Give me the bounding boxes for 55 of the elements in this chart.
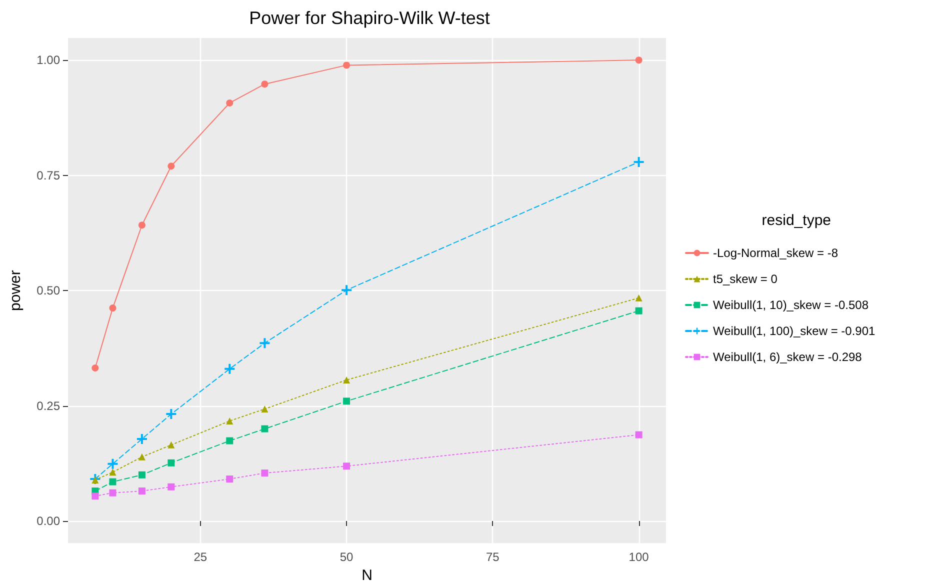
point bbox=[92, 492, 99, 500]
point bbox=[109, 468, 116, 476]
chart-title: Power for Shapiro-Wilk W-test bbox=[249, 8, 490, 28]
point bbox=[136, 434, 147, 444]
point bbox=[261, 80, 268, 88]
legend-label: Weibull(1, 10)_skew = -0.508 bbox=[713, 298, 869, 312]
point bbox=[342, 285, 352, 296]
legend-label: Weibull(1, 6)_skew = -0.298 bbox=[713, 350, 862, 364]
point bbox=[166, 409, 176, 420]
point bbox=[168, 483, 175, 490]
point bbox=[109, 304, 116, 312]
point bbox=[635, 294, 642, 302]
point bbox=[168, 459, 175, 466]
legend-label: -Log-Normal_skew = -8 bbox=[713, 246, 838, 260]
y-axis-title: power bbox=[7, 270, 24, 311]
point bbox=[261, 470, 268, 477]
point bbox=[634, 156, 644, 167]
point bbox=[343, 462, 350, 470]
point bbox=[226, 476, 234, 483]
point bbox=[343, 62, 350, 69]
point bbox=[138, 453, 146, 460]
point bbox=[109, 489, 116, 496]
legend-label: t5_skew = 0 bbox=[713, 272, 778, 286]
point bbox=[343, 398, 350, 405]
point bbox=[168, 441, 175, 448]
point bbox=[635, 431, 642, 438]
point bbox=[261, 425, 268, 432]
x-tick-label: 25 bbox=[194, 550, 208, 564]
point bbox=[343, 376, 350, 384]
point bbox=[635, 307, 642, 314]
point bbox=[261, 405, 268, 412]
y-tick-label: 0.50 bbox=[36, 284, 60, 298]
point bbox=[226, 437, 234, 444]
point bbox=[92, 364, 99, 372]
x-tick-label: 100 bbox=[628, 550, 650, 564]
x-axis-title: N bbox=[362, 567, 372, 584]
point bbox=[226, 99, 234, 106]
y-tick-label: 0.00 bbox=[36, 514, 60, 528]
point bbox=[109, 478, 116, 486]
legend-label: Weibull(1, 100)_skew = -0.901 bbox=[713, 324, 876, 338]
point bbox=[168, 162, 175, 170]
x-tick-label: 75 bbox=[486, 550, 500, 564]
y-tick-label: 1.00 bbox=[36, 53, 60, 68]
point bbox=[108, 458, 118, 469]
point bbox=[224, 364, 235, 374]
y-tick-label: 0.25 bbox=[36, 398, 60, 413]
point bbox=[138, 471, 146, 478]
y-tick-label: 0.75 bbox=[36, 168, 60, 182]
point bbox=[260, 338, 270, 348]
x-tick-label: 50 bbox=[340, 550, 354, 564]
point bbox=[138, 488, 146, 495]
point bbox=[138, 222, 146, 229]
legend-title: resid_type bbox=[762, 212, 832, 229]
point bbox=[635, 56, 642, 64]
point bbox=[226, 417, 234, 424]
